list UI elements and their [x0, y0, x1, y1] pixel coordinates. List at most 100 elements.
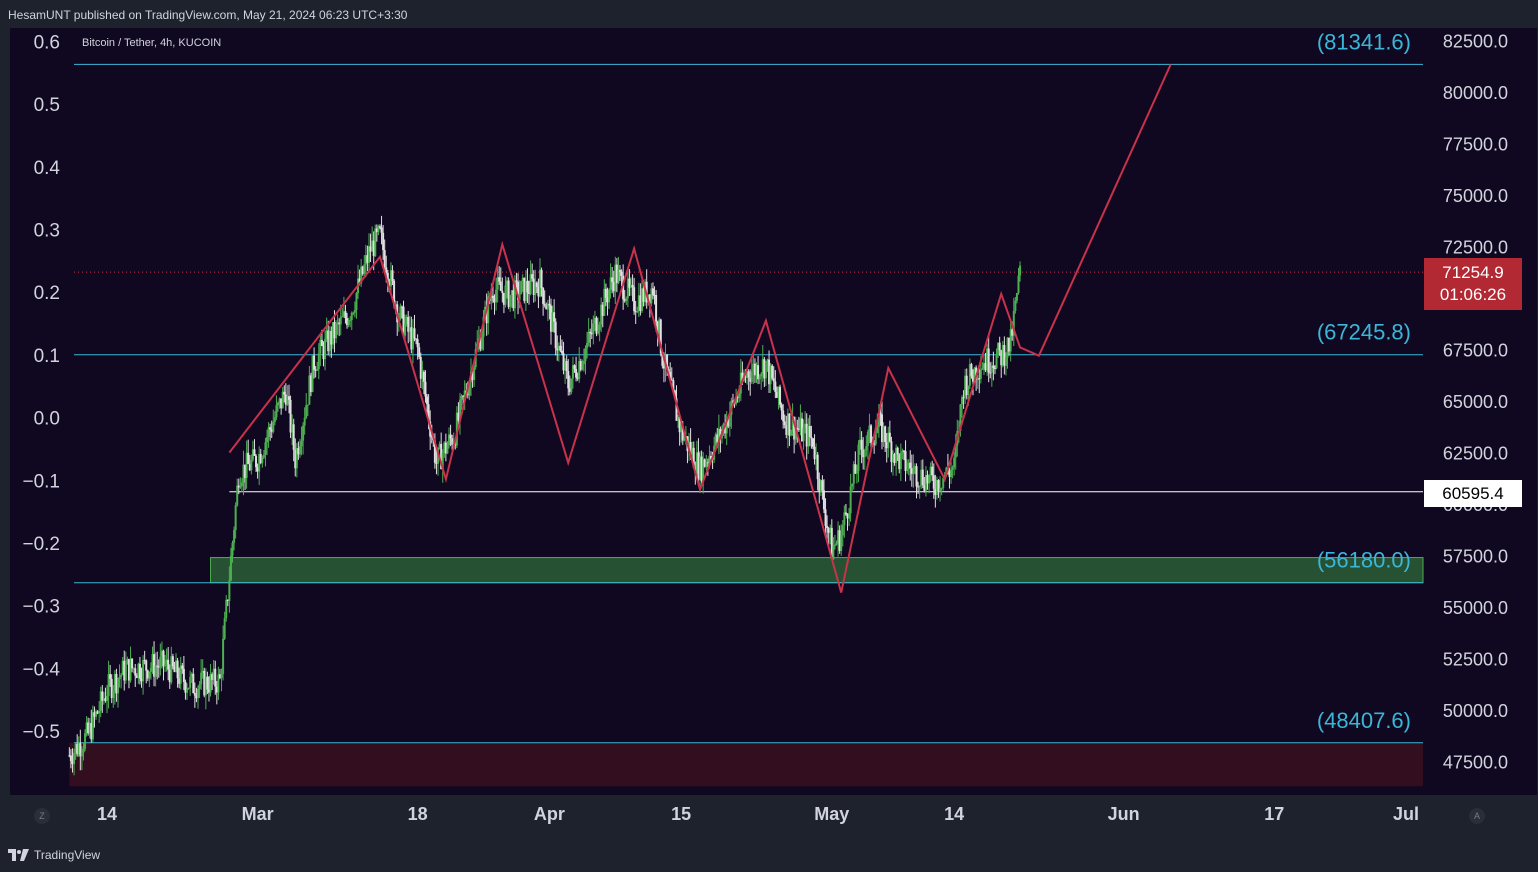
zoom-z-button[interactable]: Z: [34, 808, 50, 824]
candle-body-507: [863, 450, 866, 458]
candle-body-251: [462, 395, 465, 397]
candle-body-71: [179, 665, 182, 684]
time-tick-7: Jun: [1108, 804, 1140, 824]
candle-body-218: [410, 327, 413, 350]
candle-body-30: [115, 673, 118, 694]
candle-body-36: [124, 664, 127, 681]
candle-body-536: [909, 462, 912, 469]
candle-body-123: [261, 457, 264, 463]
candle-body-73: [182, 668, 185, 682]
candle-body-444: [764, 361, 767, 379]
candle-body-18: [96, 711, 99, 714]
candle-body-239: [443, 442, 446, 454]
candle-body-182: [353, 310, 356, 313]
candle-body-238: [441, 453, 444, 470]
candle-body-521: [885, 442, 888, 449]
chart-background: [10, 28, 1537, 795]
candle-body-381: [666, 354, 669, 370]
candle-body-523: [888, 432, 891, 442]
candle-body-563: [951, 467, 954, 470]
candle-body-437: [753, 363, 756, 376]
candle-body-62: [165, 659, 168, 665]
candle-body-108: [237, 485, 240, 488]
candle-body-161: [320, 339, 323, 346]
candle-body-504: [859, 439, 862, 445]
candle-body-188: [363, 264, 366, 274]
candle-body-129: [270, 429, 273, 432]
candle-body-493: [841, 525, 844, 536]
candle-body-387: [675, 398, 678, 421]
candle-body-601: [1011, 329, 1014, 336]
candle-body-412: [714, 434, 717, 446]
candle-body-440: [758, 376, 761, 380]
candle-body-262: [479, 338, 482, 350]
candle-body-494: [843, 512, 846, 526]
candle-body-414: [717, 428, 720, 443]
candle-body-312: [557, 345, 560, 351]
candle-body-79: [192, 673, 195, 694]
candle-body-99: [223, 618, 226, 639]
candle-body-472: [808, 426, 811, 437]
candle-body-556: [940, 487, 943, 489]
candle-body-138: [284, 394, 287, 405]
candle-body-548: [928, 475, 931, 484]
candle-body-579: [976, 378, 979, 381]
candle-body-375: [656, 321, 659, 334]
auto-scale-a-button[interactable]: A: [1469, 808, 1485, 824]
candle-body-491: [838, 530, 841, 551]
candle-body-106: [234, 505, 237, 531]
candle-body-176: [344, 311, 347, 319]
candle-body-157: [314, 369, 317, 371]
candle-body-456: [783, 421, 786, 426]
price-tick-8: 62500.0: [1443, 444, 1508, 464]
candle-body-575: [970, 364, 973, 377]
candle-body-0: [68, 755, 71, 757]
candle-body-547: [926, 475, 929, 484]
time-tick-1: Mar: [242, 804, 274, 824]
candle-body-489: [835, 543, 838, 545]
candle-body-446: [768, 359, 771, 385]
candle-body-37: [126, 659, 129, 665]
candle-body-515: [876, 426, 879, 434]
candle-body-41: [132, 668, 135, 670]
candle-body-250: [460, 395, 463, 400]
candle-body-65: [170, 656, 173, 683]
candle-body-464: [796, 428, 799, 430]
candle-body-296: [532, 278, 535, 295]
candle-body-593: [998, 342, 1001, 351]
candle-body-585: [986, 348, 989, 371]
osc-tick-4: 0.2: [34, 283, 60, 304]
candle-body-278: [504, 285, 507, 305]
candle-body-419: [725, 419, 728, 434]
candle-body-477: [816, 454, 819, 480]
candle-body-492: [840, 535, 843, 551]
price-tick-10: 57500.0: [1443, 547, 1508, 567]
candle-body-15: [91, 712, 94, 740]
candle-body-561: [948, 472, 951, 477]
candle-body-119: [255, 455, 258, 468]
candle-body-301: [540, 269, 543, 289]
level-label-demand: (56180.0): [1317, 548, 1411, 573]
candle-body-40: [131, 658, 134, 669]
candle-body-93: [214, 668, 217, 687]
candle-body-225: [421, 371, 424, 379]
level-label-resistance: (67245.8): [1317, 320, 1411, 345]
candle-body-540: [915, 466, 918, 487]
candle-body-445: [766, 359, 769, 362]
candle-body-331: [587, 331, 590, 343]
candle-body-451: [775, 392, 778, 398]
candle-body-591: [995, 354, 998, 369]
time-tick-9: Jul: [1393, 804, 1419, 824]
candle-body-163: [324, 338, 327, 360]
candle-body-92: [212, 668, 215, 680]
candle-body-254: [466, 394, 469, 396]
candle-body-270: [491, 295, 494, 299]
candle-body-407: [706, 462, 709, 464]
candle-body-112: [244, 464, 247, 478]
candle-body-362: [636, 310, 639, 313]
candle-body-555: [939, 488, 942, 492]
candle-body-356: [626, 278, 629, 299]
tradingview-brand[interactable]: TradingView: [8, 848, 100, 862]
candle-body-175: [342, 311, 345, 317]
